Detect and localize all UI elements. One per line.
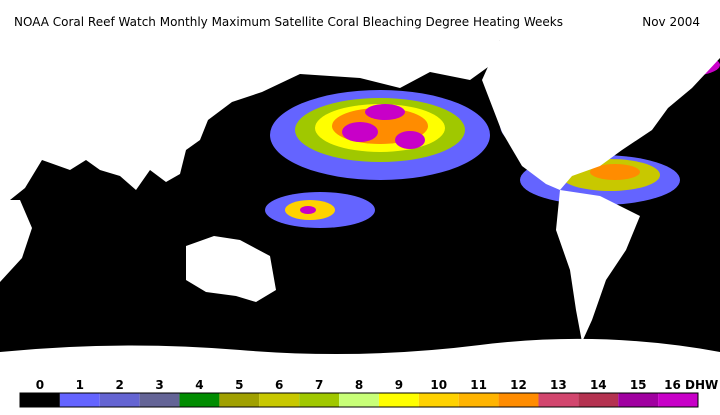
colorbar-swatch [59,393,100,407]
colorbar-label: 13 [550,378,567,392]
date: Nov 2004 [642,15,700,29]
colorbar-swatch [658,393,698,407]
land-australia [186,236,276,302]
colorbar-swatch [578,393,619,407]
land-africa [0,200,32,282]
colorbar-label: 5 [235,378,243,392]
heat-area [395,131,425,149]
colorbar-swatch [458,393,499,407]
colorbar-label: 7 [315,378,323,392]
heat-area [365,104,405,120]
colorbar-label: 11 [470,378,487,392]
colorbar-swatch [259,393,300,407]
colorbar-label: 6 [275,378,283,392]
colorbar-swatch [139,393,180,407]
colorbar-label: 3 [155,378,163,392]
land-antarctica [0,338,720,375]
title: NOAA Coral Reef Watch Monthly Maximum Sa… [14,15,563,29]
colorbar-label: 12 [510,378,527,392]
colorbar-swatch [378,393,419,407]
colorbar: 0 1 2 3 4 5 6 7 8 9 10 11 12 13 14 15 16 DHW [19,378,718,408]
colorbar-swatch [99,393,140,407]
colorbar-label: 8 [355,378,363,392]
colorbar-label: 16 DHW [664,378,718,392]
colorbar-label: 10 [430,378,447,392]
map [0,40,720,375]
colorbar-swatch [339,393,379,407]
colorbar-swatch [179,393,220,407]
colorbar-swatch [498,393,539,407]
heat-area [300,206,316,214]
colorbar-label: 14 [590,378,607,392]
colorbar-label: 15 [630,378,647,392]
colorbar-swatch [618,393,659,407]
colorbar-label: 2 [116,378,124,392]
colorbar-label: 9 [395,378,403,392]
land-eurasia [0,40,500,200]
colorbar-swatch [299,393,340,407]
colorbar-label: 0 [36,378,44,392]
colorbar-label: 4 [195,378,203,392]
colorbar-swatch [219,393,260,407]
colorbar-label: 1 [76,378,84,392]
colorbar-swatch [20,393,60,407]
heat-area [590,164,640,180]
land-north-america [482,40,720,190]
colorbar-border [19,392,699,408]
colorbar-swatch [418,393,459,407]
heat-area [342,122,378,142]
land-south-america [556,190,640,342]
colorbar-swatch [538,393,579,407]
